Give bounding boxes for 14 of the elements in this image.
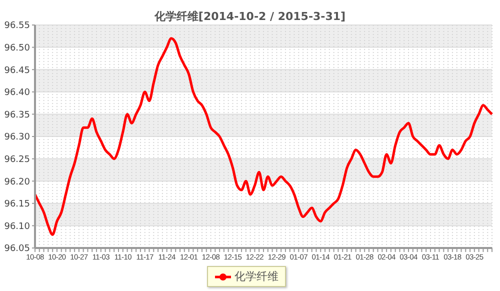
y-tick-label: 96.20 <box>4 177 30 188</box>
chart-title: 化学纤维[2014-10-2 / 2015-3-31] <box>154 10 346 23</box>
line-series <box>34 37 494 236</box>
y-tick-label: 96.50 <box>4 43 30 54</box>
y-tick-label: 96.30 <box>4 132 30 143</box>
y-tick-label: 96.15 <box>4 200 30 210</box>
y-tick-label: 96.40 <box>4 88 30 98</box>
y-tick-label: 96.45 <box>4 66 30 76</box>
y-tick-label: 96.05 <box>4 244 30 254</box>
y-tick-label: 96.55 <box>4 21 30 32</box>
y-tick-label: 96.35 <box>4 110 30 120</box>
legend-label: 化学纤维 <box>234 269 278 284</box>
y-tick-label: 96.25 <box>4 154 30 165</box>
y-tick-label: 96.10 <box>4 222 30 232</box>
